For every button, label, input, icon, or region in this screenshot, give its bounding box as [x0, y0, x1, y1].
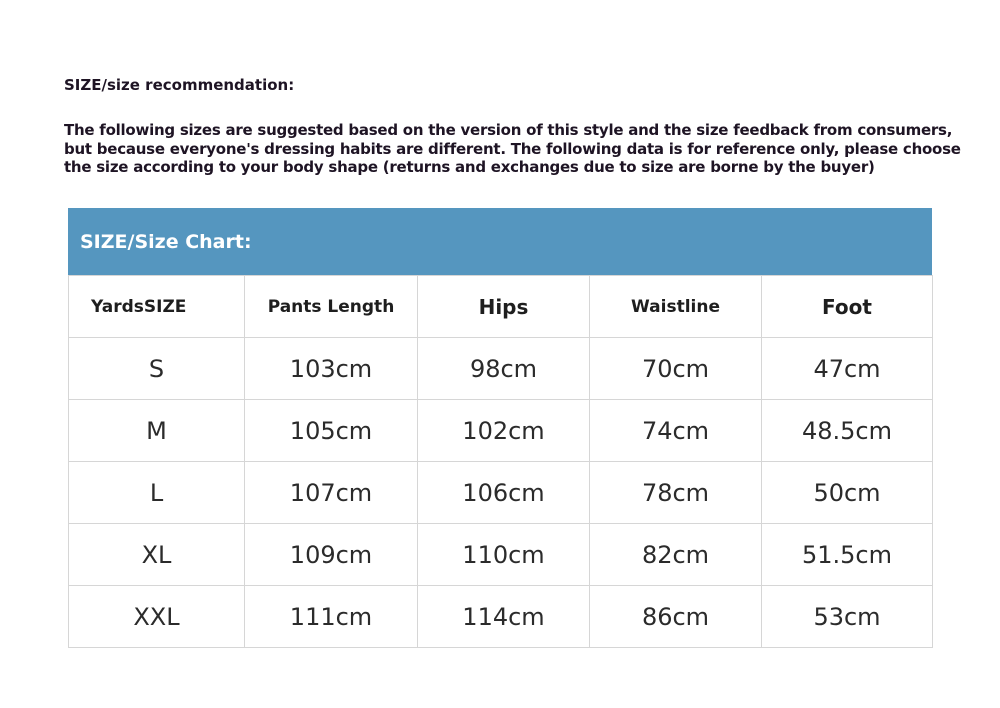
- column-header: YardsSIZE: [68, 275, 245, 338]
- size-table: YardsSIZE Pants Length Hips Waistline Fo…: [68, 275, 933, 648]
- measurement-cell: 109cm: [244, 523, 418, 586]
- measurement-cell: 114cm: [417, 585, 590, 648]
- column-header: Hips: [417, 275, 590, 338]
- table-row: M 105cm 102cm 74cm 48.5cm: [68, 399, 933, 462]
- size-label-cell: S: [68, 337, 245, 400]
- measurement-cell: 48.5cm: [761, 399, 933, 462]
- measurement-cell: 103cm: [244, 337, 418, 400]
- measurement-cell: 78cm: [589, 461, 762, 524]
- size-label-cell: XL: [68, 523, 245, 586]
- measurement-cell: 102cm: [417, 399, 590, 462]
- measurement-cell: 82cm: [589, 523, 762, 586]
- column-header: Waistline: [589, 275, 762, 338]
- table-row: L 107cm 106cm 78cm 50cm: [68, 461, 933, 524]
- measurement-cell: 47cm: [761, 337, 933, 400]
- size-label-cell: L: [68, 461, 245, 524]
- measurement-cell: 105cm: [244, 399, 418, 462]
- size-label-cell: M: [68, 399, 245, 462]
- measurement-cell: 53cm: [761, 585, 933, 648]
- section-title: SIZE/size recommendation:: [64, 76, 295, 94]
- table-row: XL 109cm 110cm 82cm 51.5cm: [68, 523, 933, 586]
- column-header: Foot: [761, 275, 933, 338]
- measurement-cell: 51.5cm: [761, 523, 933, 586]
- table-row: S 103cm 98cm 70cm 47cm: [68, 337, 933, 400]
- measurement-cell: 50cm: [761, 461, 933, 524]
- measurement-cell: 111cm: [244, 585, 418, 648]
- measurement-cell: 106cm: [417, 461, 590, 524]
- measurement-cell: 110cm: [417, 523, 590, 586]
- table-row: XXL 111cm 114cm 86cm 53cm: [68, 585, 933, 648]
- size-chart: SIZE/Size Chart: YardsSIZE Pants Length …: [68, 208, 933, 648]
- measurement-cell: 74cm: [589, 399, 762, 462]
- measurement-cell: 86cm: [589, 585, 762, 648]
- table-header-row: YardsSIZE Pants Length Hips Waistline Fo…: [68, 275, 933, 338]
- column-header: Pants Length: [244, 275, 418, 338]
- size-label-cell: XXL: [68, 585, 245, 648]
- size-chart-heading: SIZE/Size Chart:: [68, 208, 932, 275]
- measurement-cell: 98cm: [417, 337, 590, 400]
- size-description: The following sizes are suggested based …: [64, 121, 961, 176]
- measurement-cell: 107cm: [244, 461, 418, 524]
- measurement-cell: 70cm: [589, 337, 762, 400]
